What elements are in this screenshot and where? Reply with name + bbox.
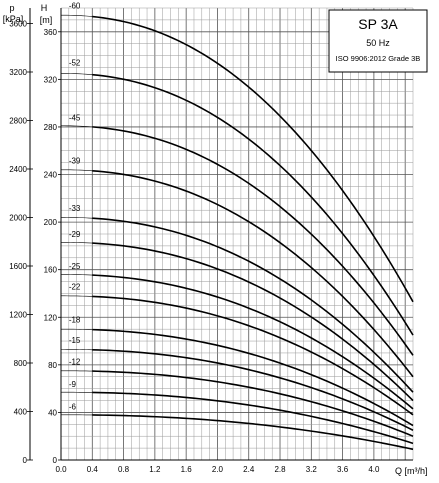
axis-ticks: 0.0 0.4 0.8 1.2 1.6 2.0 2.4 2.8 3.2 3.6 4.0 0 40 80 12… <box>9 19 380 474</box>
curve-45 <box>92 126 414 356</box>
pressure-axis-symbol: p <box>9 3 14 13</box>
flow-tick-label: 1.2 <box>149 465 161 474</box>
head-tick-label: 280 <box>44 123 58 132</box>
pressure-tick-label: 0 <box>23 456 28 465</box>
flow-tick-label: 0.4 <box>87 465 99 474</box>
pressure-tick-label: 2400 <box>9 165 27 174</box>
curve-label-9: -9 <box>69 380 77 389</box>
curve-12 <box>92 370 414 437</box>
head-tick-label: 320 <box>44 75 58 84</box>
curve-extension-52 <box>60 73 93 75</box>
flow-tick-label: 4.0 <box>368 465 380 474</box>
curve-15 <box>92 348 414 431</box>
head-axis-unit: [m] <box>40 15 53 25</box>
curve-60 <box>92 15 414 303</box>
pressure-tick-label: 2800 <box>9 116 27 125</box>
curve-extension-33 <box>61 217 93 219</box>
curve-label-6: -6 <box>69 402 77 411</box>
pressure-tick-label: 3600 <box>9 19 27 28</box>
curve-extension-45 <box>61 125 93 128</box>
curve-52 <box>92 73 414 336</box>
head-tick-label: 360 <box>44 28 58 37</box>
legend-frequency: 50 Hz <box>366 38 390 48</box>
pressure-tick-label: 800 <box>14 359 28 368</box>
flow-tick-label: 1.6 <box>181 465 193 474</box>
curve-label-18: -18 <box>69 316 81 325</box>
head-tick-label: 40 <box>48 408 57 417</box>
pressure-axis-unit: [kPa] <box>3 14 24 24</box>
curves <box>92 15 414 451</box>
curve-label-29: -29 <box>69 230 81 239</box>
curve-label-22: -22 <box>69 282 81 291</box>
flow-axis-label: Q [m³/h] <box>395 466 428 476</box>
curve-extension-39 <box>61 169 93 172</box>
curve-label-60: -60 <box>69 2 81 11</box>
curve-label-25: -25 <box>69 262 81 271</box>
curve-22 <box>92 295 414 416</box>
flow-tick-label: 3.2 <box>306 465 318 474</box>
head-tick-label: 160 <box>44 266 58 275</box>
pressure-tick-label: 3200 <box>9 68 27 77</box>
pressure-tick-label: 1600 <box>9 262 27 271</box>
curve-extension-29 <box>61 242 93 244</box>
pressure-tick-label: 400 <box>14 407 28 416</box>
head-tick-label: 240 <box>44 171 58 180</box>
flow-tick-label: 3.6 <box>337 465 349 474</box>
head-tick-label: 200 <box>44 218 58 227</box>
curve-25 <box>92 274 414 410</box>
legend-standard: ISO 9906:2012 Grade 3B <box>336 54 421 63</box>
flow-tick-label: 2.8 <box>274 465 286 474</box>
curve-extension-22 <box>60 295 93 297</box>
curve-label-45: -45 <box>69 113 81 122</box>
curve-extensions <box>60 14 93 416</box>
curve-18 <box>92 328 414 427</box>
curve-extension-25 <box>60 274 93 276</box>
flow-tick-label: 2.4 <box>243 465 255 474</box>
flow-tick-label: 0.0 <box>55 465 67 474</box>
head-axis-symbol: H <box>41 3 48 13</box>
head-tick-label: 0 <box>53 456 58 465</box>
curve-33 <box>92 217 414 393</box>
head-tick-label: 80 <box>48 361 57 370</box>
curve-label-12: -12 <box>69 357 81 366</box>
curve-label-52: -52 <box>69 59 81 68</box>
head-tick-label: 120 <box>44 313 58 322</box>
curve-label-15: -15 <box>69 336 81 345</box>
curve-extension-60 <box>60 14 93 17</box>
flow-tick-label: 0.8 <box>118 465 130 474</box>
flow-tick-label: 2.0 <box>212 465 224 474</box>
curve-label-39: -39 <box>69 156 81 165</box>
legend-box: SP 3A 50 Hz ISO 9906:2012 Grade 3B <box>328 9 428 73</box>
pressure-tick-label: 2000 <box>9 213 27 222</box>
curve-labels: -6 -9 -12 -15 -18 -22 -25 -29 -33 -39 -45 -52 -60 <box>69 2 81 412</box>
curve-9 <box>92 391 414 445</box>
pressure-tick-label: 1200 <box>9 310 27 319</box>
curve-29 <box>92 242 414 402</box>
curve-label-33: -33 <box>69 204 81 213</box>
curve-6 <box>92 414 414 451</box>
curve-39 <box>92 169 414 378</box>
legend-title: SP 3A <box>358 16 398 32</box>
